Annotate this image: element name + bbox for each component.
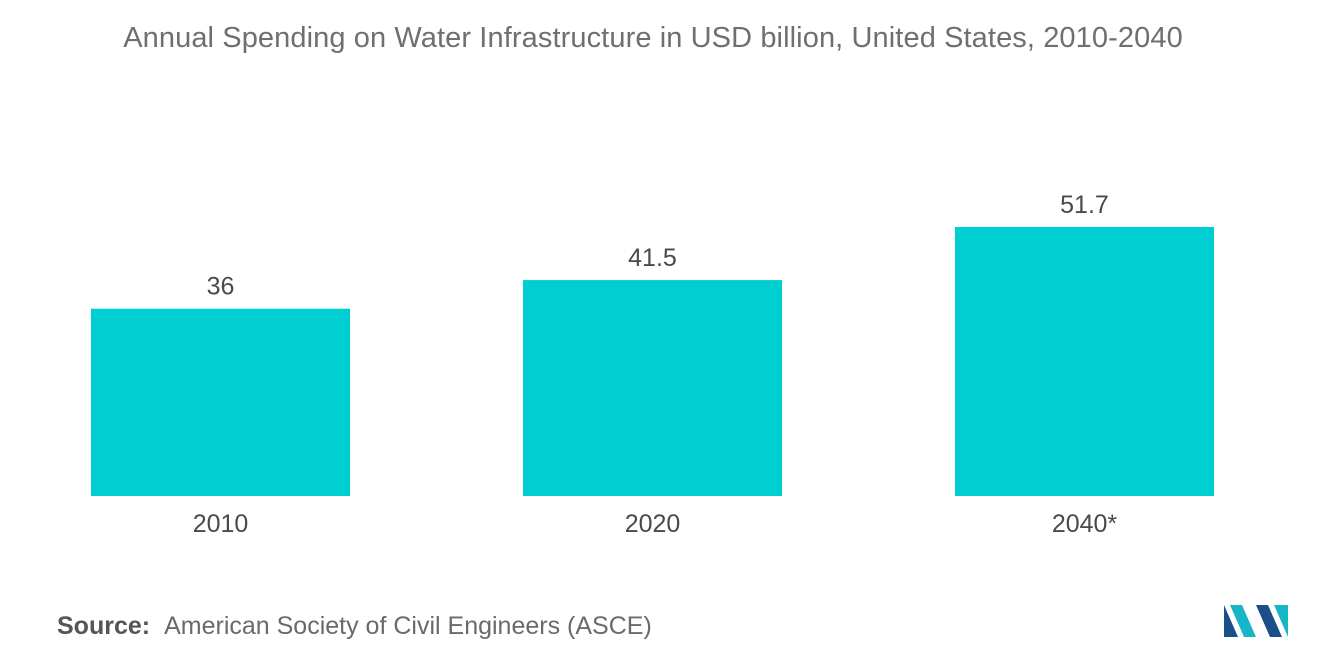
bar-0 <box>91 308 350 496</box>
logo-left-stroke <box>1224 605 1238 637</box>
x-tick-label-0: 2010 <box>193 510 249 538</box>
logo-mid-stroke <box>1230 605 1256 637</box>
bar-1 <box>523 280 782 496</box>
x-tick-label-2: 2040* <box>1052 510 1118 538</box>
source-line: Source: American Society of Civil Enginee… <box>57 612 652 641</box>
x-tick-label-1: 2020 <box>625 510 681 538</box>
bar-value-label-0: 36 <box>207 273 235 301</box>
source-text: American Society of Civil Engineers (ASC… <box>164 612 652 640</box>
bar-chart: 36 2010 41.5 2020 51.7 2040* <box>91 191 1214 538</box>
bar-value-label-1: 41.5 <box>628 244 677 272</box>
bar-2 <box>955 227 1214 496</box>
logo-right-stroke <box>1274 605 1288 637</box>
chart-title: Annual Spending on Water Infrastructure … <box>123 22 1183 54</box>
mordor-logo-icon <box>1224 605 1288 637</box>
bar-value-label-2: 51.7 <box>1060 191 1109 219</box>
logo-mid2-stroke <box>1256 605 1282 637</box>
source-label: Source: <box>57 612 151 640</box>
